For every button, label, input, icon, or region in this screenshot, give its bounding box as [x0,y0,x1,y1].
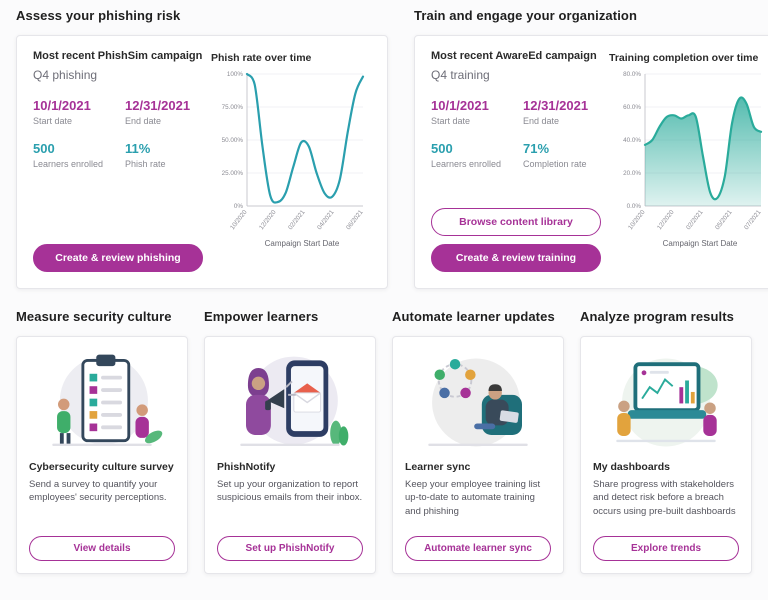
campaign-section: Assess your phishing risk Most recent Ph… [16,8,768,289]
phish-rate-chart: 0% 25.00% 50.00% 75.00% 100% 10/2020 12/2020 02… [222,71,365,232]
stat-completion-rate: 71% Completion rate [523,141,601,169]
svg-text:12/2020: 12/2020 [258,209,278,232]
section-title-automate: Automate learner updates [392,309,555,324]
awareed-stats: 10/1/2021 Start date 12/31/2021 End date… [431,98,601,169]
svg-text:10/2020: 10/2020 [627,209,647,232]
measure-column: Measure security culture [16,309,188,574]
phishnotify-description: Set up your organization to report suspi… [217,479,363,504]
stat-completion-rate-value: 71% [523,141,550,156]
culture-survey-illustration [29,347,175,457]
empower-column: Empower learners [204,309,376,574]
section-title-assess: Assess your phishing risk [16,8,181,23]
svg-text:40.0%: 40.0% [623,137,641,144]
training-chart-title: Training completion over time [609,52,759,64]
feature-section: Measure security culture [16,309,752,574]
svg-text:10/2020: 10/2020 [229,209,249,232]
culture-survey-title: Cybersecurity culture survey [29,461,174,473]
phishnotify-illustration [217,347,363,457]
stat-start-date-value: 10/1/2021 [33,98,91,113]
stat-end-date: 12/31/2021 End date [125,98,203,126]
section-title-train: Train and engage your organization [414,8,637,23]
phishsim-campaign-name: Q4 phishing [33,68,98,82]
view-details-button[interactable]: View details [29,536,175,561]
set-up-phishnotify-button[interactable]: Set up PhishNotify [217,536,363,561]
automate-column: Automate learner updates [392,309,564,574]
phishsim-card: Most recent PhishSim campaign Q4 phishin… [16,35,388,289]
phishnotify-card: PhishNotify Set up your organization to … [204,336,376,574]
svg-text:02/2021: 02/2021 [685,209,705,232]
automate-learner-sync-button[interactable]: Automate learner sync [405,536,551,561]
stat-end-date-label: End date [125,116,162,126]
stat-start-date: 10/1/2021 Start date [33,98,125,126]
culture-survey-card: Cybersecurity culture survey Send a surv… [16,336,188,574]
culture-survey-description: Send a survey to quantify your employees… [29,479,167,504]
stat-end-date-value: 12/31/2021 [125,98,191,113]
phishnotify-title: PhishNotify [217,461,276,473]
phishsim-stats: 10/1/2021 Start date 12/31/2021 End date… [33,98,203,169]
awareed-card: Most recent AwareEd campaign Q4 training… [414,35,768,289]
stat-start-date: 10/1/2021 Start date [431,98,523,126]
phish-chart-xlabel: Campaign Start Date [264,239,340,248]
stat-completion-rate-label: Completion rate [523,159,587,169]
phishsim-card-heading: Most recent PhishSim campaign [33,50,203,62]
training-completion-chart-panel: Training completion over time 0.0% 20.0% 4… [605,50,768,272]
awareed-card-heading: Most recent AwareEd campaign [431,50,597,62]
phish-rate-chart-panel: Phish rate over time 0% 25.00% 50.00% 75.00… [207,50,375,272]
create-review-training-button[interactable]: Create & review training [431,244,601,272]
stat-learners-enrolled-label: Learners enrolled [431,159,502,169]
stat-start-date-label: Start date [33,116,73,126]
analyze-column: Analyze program results [580,309,752,574]
dashboards-title: My dashboards [593,461,671,473]
svg-text:12/2020: 12/2020 [656,209,676,232]
stat-learners-enrolled: 500 Learners enrolled [33,141,125,169]
stat-phish-rate-label: Phish rate [125,159,166,169]
svg-text:60.0%: 60.0% [623,104,641,111]
svg-text:0.0%: 0.0% [627,203,642,210]
stat-end-date-label: End date [523,116,560,126]
section-title-empower: Empower learners [204,309,319,324]
assess-column: Assess your phishing risk Most recent Ph… [16,8,388,289]
section-title-analyze: Analyze program results [580,309,735,324]
phish-chart-title: Phish rate over time [211,52,312,64]
svg-text:02/2021: 02/2021 [287,209,307,232]
stat-learners-enrolled-value: 500 [431,141,453,156]
create-review-phishing-button[interactable]: Create & review phishing [33,244,203,272]
training-chart-xlabel: Campaign Start Date [662,239,738,248]
training-completion-chart: 0.0% 20.0% 40.0% 60.0% 80.0% 10/2020 12/2020 02… [623,71,763,232]
svg-text:80.0%: 80.0% [623,71,641,78]
learner-sync-description: Keep your employee training list up-to-d… [405,479,541,517]
svg-text:50.00%: 50.00% [222,137,244,144]
explore-trends-button[interactable]: Explore trends [593,536,739,561]
svg-text:0%: 0% [234,203,244,210]
browse-content-library-button[interactable]: Browse content library [431,208,601,236]
learner-sync-illustration [405,347,551,457]
svg-text:04/2021: 04/2021 [316,209,336,232]
stat-learners-enrolled-value: 500 [33,141,55,156]
learner-sync-title: Learner sync [405,461,471,473]
svg-text:75.00%: 75.00% [222,104,244,111]
stat-phish-rate-value: 11% [125,141,151,156]
svg-text:07/2021: 07/2021 [743,209,763,232]
dashboards-illustration [593,347,739,457]
stat-learners-enrolled-label: Learners enrolled [33,159,104,169]
stat-end-date-value: 12/31/2021 [523,98,589,113]
stat-end-date: 12/31/2021 End date [523,98,601,126]
learner-sync-card: Learner sync Keep your employee training… [392,336,564,574]
stat-start-date-label: Start date [431,116,471,126]
dashboards-card: My dashboards Share progress with stakeh… [580,336,752,574]
svg-text:06/2021: 06/2021 [345,209,365,232]
svg-text:05/2021: 05/2021 [714,209,734,232]
train-column: Train and engage your organization Most … [414,8,768,289]
stat-phish-rate: 11% Phish rate [125,141,203,169]
svg-text:100%: 100% [227,71,244,78]
dashboards-description: Share progress with stakeholders and det… [593,479,736,517]
stat-learners-enrolled: 500 Learners enrolled [431,141,523,169]
section-title-measure: Measure security culture [16,309,172,324]
stat-start-date-value: 10/1/2021 [431,98,489,113]
awareed-campaign-name: Q4 training [431,68,490,82]
svg-text:25.00%: 25.00% [222,170,244,177]
svg-text:20.0%: 20.0% [623,170,641,177]
